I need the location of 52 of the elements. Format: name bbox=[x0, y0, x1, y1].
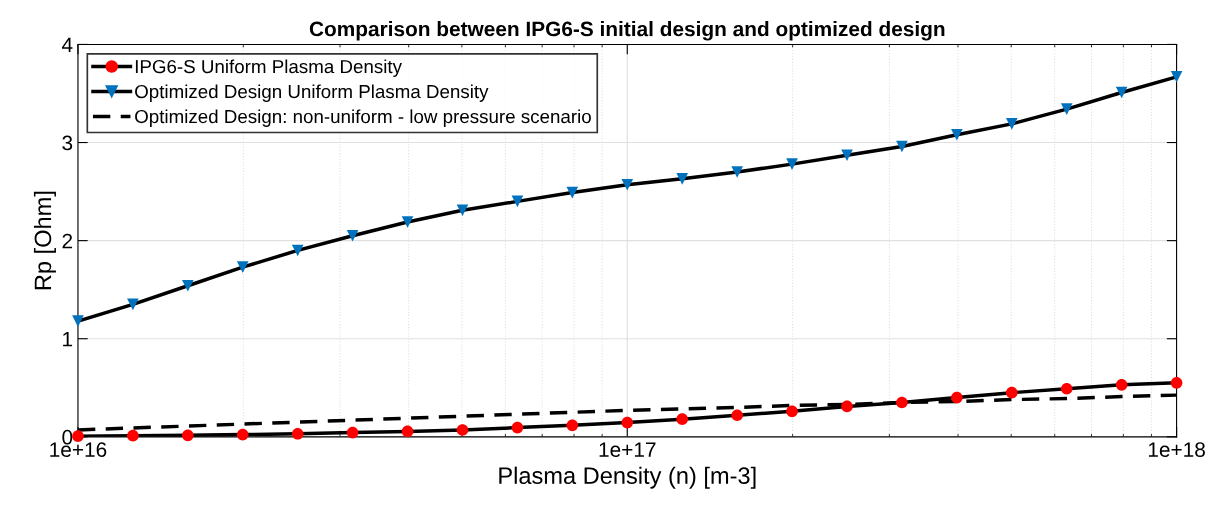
legend-label: Optimized Design: non-uniform - low pressure scenario bbox=[135, 109, 591, 127]
point bbox=[511, 195, 524, 208]
point bbox=[1170, 377, 1183, 389]
legend-label: Optimized Design Uniform Plasma Density bbox=[135, 84, 489, 102]
point bbox=[291, 244, 304, 257]
point bbox=[511, 421, 524, 434]
point bbox=[346, 229, 359, 242]
point bbox=[72, 315, 84, 327]
point bbox=[1005, 118, 1018, 130]
point bbox=[1170, 71, 1183, 83]
point bbox=[236, 261, 249, 273]
point bbox=[731, 409, 743, 422]
chart-title: Comparison between IPG6-S initial design and optimized design bbox=[309, 21, 945, 41]
point bbox=[236, 428, 249, 441]
point bbox=[456, 204, 469, 217]
y-tick-label: 1 bbox=[63, 331, 73, 347]
point bbox=[951, 391, 963, 404]
x-tick-label: 1e+17 bbox=[599, 442, 656, 457]
point bbox=[896, 396, 908, 409]
point bbox=[1005, 386, 1018, 399]
y-tick-label: 4 bbox=[61, 37, 73, 52]
point bbox=[401, 425, 414, 438]
y-tick-label: 2 bbox=[62, 233, 73, 249]
point bbox=[1060, 103, 1073, 115]
point bbox=[621, 416, 634, 429]
point bbox=[621, 178, 634, 191]
point bbox=[456, 424, 469, 436]
point bbox=[676, 413, 689, 425]
y-tick-label: 3 bbox=[62, 135, 73, 151]
point bbox=[951, 128, 963, 141]
point bbox=[291, 427, 304, 440]
point bbox=[841, 400, 853, 413]
point bbox=[346, 426, 359, 439]
y-axis-title: Rp [Ohm] bbox=[33, 191, 56, 290]
point bbox=[566, 186, 579, 199]
point bbox=[1060, 382, 1073, 395]
point bbox=[182, 279, 194, 292]
legend-label: IPG6-S Uniform Plasma Density bbox=[135, 59, 402, 77]
point bbox=[182, 429, 194, 442]
point bbox=[731, 166, 743, 178]
point bbox=[127, 429, 139, 442]
point bbox=[401, 216, 414, 228]
point bbox=[786, 405, 798, 418]
point bbox=[1115, 379, 1128, 391]
point bbox=[566, 419, 579, 432]
point bbox=[72, 430, 84, 442]
point bbox=[676, 173, 689, 185]
x-axis-title: Plasma Density (n) [m-3] bbox=[499, 466, 756, 489]
point bbox=[786, 158, 798, 170]
x-tick-label: 1e+18 bbox=[1148, 442, 1205, 457]
point bbox=[1115, 86, 1128, 99]
point bbox=[841, 149, 853, 162]
